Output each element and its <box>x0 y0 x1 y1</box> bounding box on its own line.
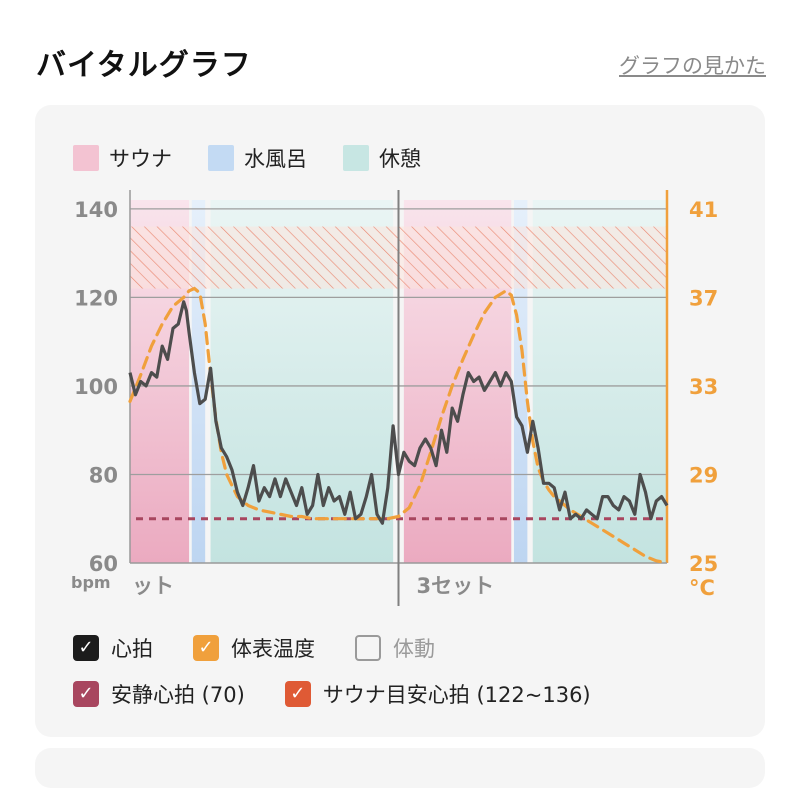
resting-hr-checkbox[interactable]: ✓ <box>73 681 99 707</box>
rest-swatch <box>343 145 369 171</box>
toggle-sauna-target-hr[interactable]: ✓ サウナ目安心拍 (122~136) <box>284 679 591 709</box>
body-movement-checkbox[interactable] <box>355 635 381 661</box>
toggle-label-body-movement: 体動 <box>393 637 435 661</box>
left-tick-label: 100 <box>74 375 118 399</box>
series-toggles: ✓ 心拍 ✓ 体表温度 体動 ✓ 安静心拍 (70) ✓ サウナ目安心拍 (12… <box>73 625 591 717</box>
legend-item-water: 水風呂 <box>208 143 307 173</box>
vital-chart: 60 80 100 120 140 25 29 33 37 41 bpm °C ット 3セット <box>71 190 718 606</box>
sauna-target-hr-checkbox[interactable]: ✓ <box>284 681 311 707</box>
legend-item-rest: 休憩 <box>343 143 421 173</box>
toggle-row-2: ✓ 安静心拍 (70) ✓ サウナ目安心拍 (122~136) <box>73 671 591 717</box>
toggle-heart-rate[interactable]: ✓ 心拍 <box>73 633 153 663</box>
right-tick-label: 29 <box>689 463 718 487</box>
heart-rate-checkbox[interactable]: ✓ <box>73 635 99 661</box>
left-tick-label: 80 <box>89 463 118 487</box>
legend-item-sauna: サウナ <box>73 143 172 173</box>
left-tick-label: 60 <box>89 552 118 576</box>
toggle-label-skin-temperature: 体表温度 <box>231 637 315 661</box>
left-tick-label: 140 <box>74 198 118 222</box>
toggle-body-movement[interactable]: 体動 <box>355 633 435 663</box>
set-label: 3セット <box>417 574 495 598</box>
toggle-label-heart-rate: 心拍 <box>111 637 153 661</box>
toggle-resting-hr[interactable]: ✓ 安静心拍 (70) <box>73 679 245 709</box>
header: バイタルグラフ グラフの見かた <box>36 40 766 84</box>
toggle-label-sauna-target-hr: サウナ目安心拍 (122~136) <box>322 683 591 707</box>
phase-legend: サウナ 水風呂 休憩 <box>73 143 421 173</box>
right-tick-label: 37 <box>689 286 718 310</box>
right-tick-label: 41 <box>689 198 718 222</box>
right-axis-unit: °C <box>689 576 715 600</box>
graph-help-link[interactable]: グラフの見かた <box>619 54 766 78</box>
toggle-label-resting-hr: 安静心拍 (70) <box>111 683 245 707</box>
sauna-swatch <box>73 145 99 171</box>
left-axis-unit: bpm <box>71 573 111 592</box>
next-card <box>35 748 765 788</box>
toggle-row-1: ✓ 心拍 ✓ 体表温度 体動 <box>73 625 591 671</box>
left-tick-label: 120 <box>74 286 118 310</box>
legend-label-water: 水風呂 <box>244 147 307 171</box>
phase-band-water <box>513 200 528 563</box>
skin-temperature-checkbox[interactable]: ✓ <box>193 635 219 661</box>
water-bath-swatch <box>208 145 234 171</box>
page-title: バイタルグラフ <box>36 48 252 83</box>
vital-graph-card: サウナ 水風呂 休憩 60 80 100 120 140 25 29 33 37 41 bpm °C ッ… <box>35 105 765 737</box>
right-tick-label: 25 <box>689 552 718 576</box>
set-label: ット <box>132 574 174 598</box>
toggle-skin-temperature[interactable]: ✓ 体表温度 <box>193 633 315 663</box>
legend-label-sauna: サウナ <box>109 147 172 171</box>
right-tick-label: 33 <box>689 375 718 399</box>
legend-label-rest: 休憩 <box>379 147 421 171</box>
heart-rate-line <box>128 300 669 525</box>
